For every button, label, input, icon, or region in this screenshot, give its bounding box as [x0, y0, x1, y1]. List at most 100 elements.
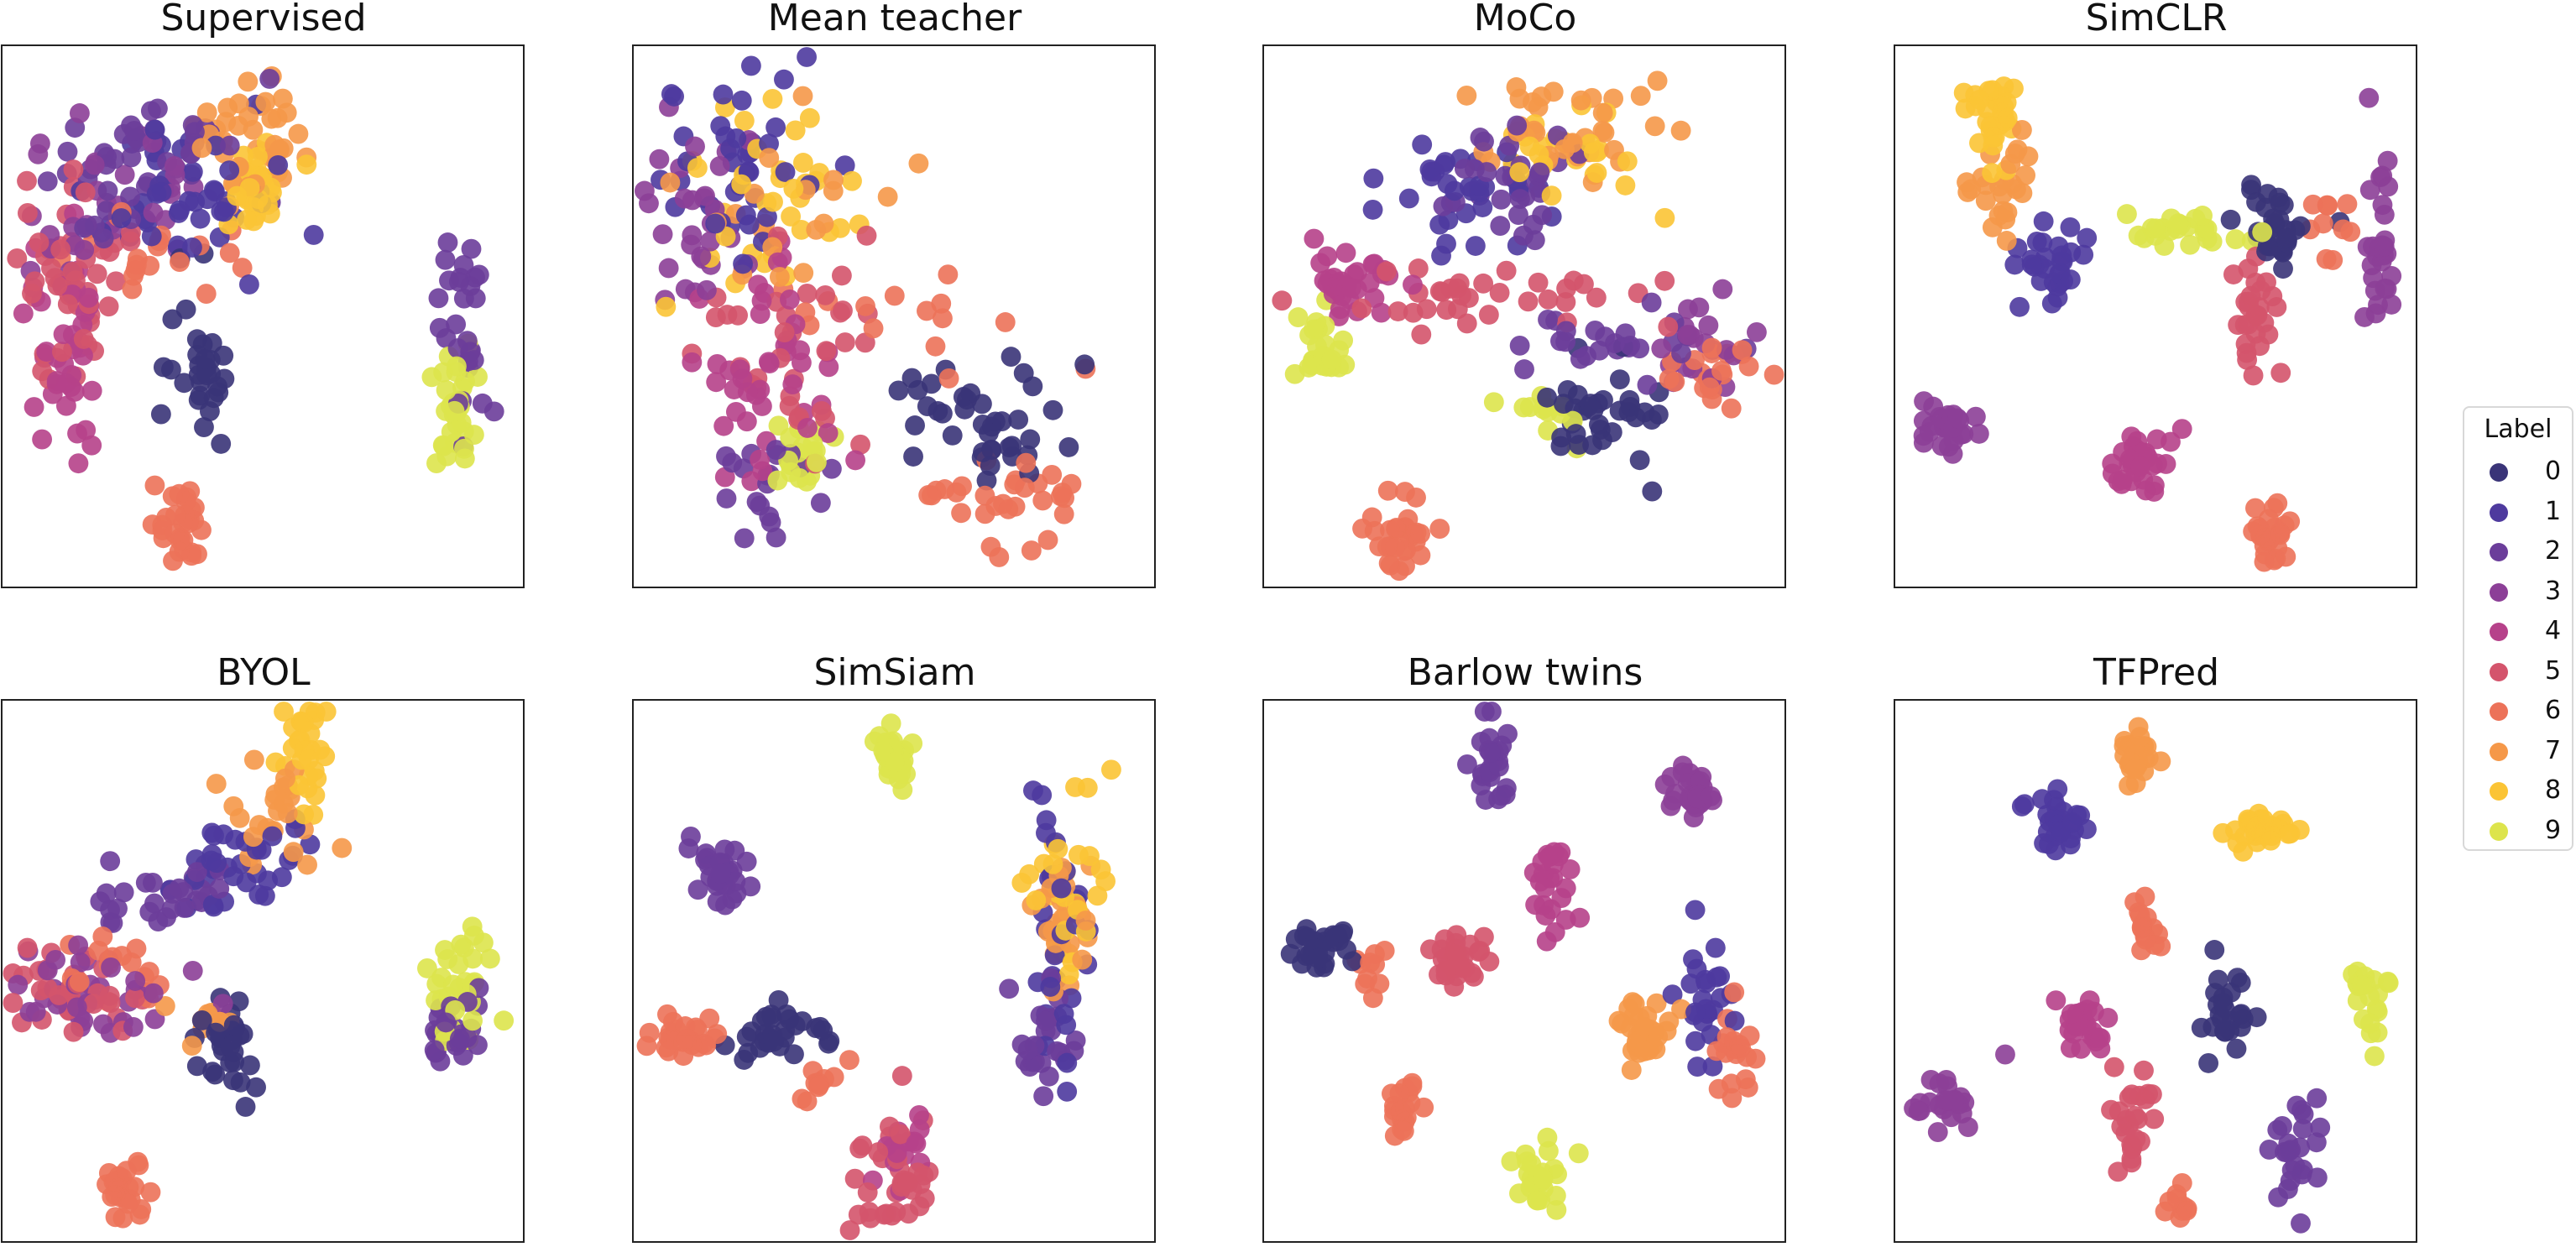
scatter-plot: [1904, 717, 2399, 1234]
scatter-point: [271, 867, 292, 888]
scatter-point: [1982, 163, 2003, 184]
scatter-point: [213, 201, 234, 222]
scatter-point: [713, 84, 734, 105]
scatter-point: [1555, 321, 1576, 342]
scatter-point: [53, 324, 74, 345]
scatter-point: [868, 1142, 889, 1163]
scatter-point: [2317, 195, 2338, 216]
scatter-point: [140, 101, 161, 122]
scatter-point: [1913, 425, 1934, 446]
legend-label: 4: [2545, 616, 2562, 645]
scatter-point: [188, 389, 209, 410]
scatter-point: [1947, 408, 1968, 429]
scatter-point: [2168, 213, 2189, 234]
scatter-point: [197, 189, 218, 210]
scatter-point: [1436, 300, 1457, 321]
scatter-point: [182, 161, 203, 182]
scatter-point: [1549, 846, 1569, 867]
scatter-point: [2090, 1028, 2111, 1049]
scatter-point: [806, 1018, 826, 1038]
scatter-point: [1615, 175, 1636, 196]
scatter-point: [2046, 990, 2067, 1011]
scatter-point: [774, 322, 795, 342]
scatter-point: [855, 295, 875, 316]
scatter-point: [277, 803, 298, 824]
scatter-point: [1518, 291, 1539, 312]
scatter-point: [165, 504, 185, 525]
scatter-point: [1362, 988, 1383, 1009]
scatter-point: [143, 983, 164, 1004]
scatter-point: [740, 55, 761, 76]
scatter-point: [124, 121, 144, 141]
scatter-point: [884, 285, 905, 306]
scatter-point: [1629, 450, 1650, 471]
scatter-point: [316, 702, 337, 722]
scatter-point: [1307, 336, 1327, 357]
scatter-point: [238, 107, 259, 127]
scatter-point: [1310, 253, 1331, 274]
scatter-point: [1014, 477, 1035, 498]
scatter-point: [1052, 483, 1073, 503]
scatter-point: [17, 170, 37, 191]
scatter-point: [7, 248, 28, 269]
legend-marker: [2490, 623, 2508, 641]
scatter-point: [1554, 138, 1575, 159]
scatter-point: [710, 116, 731, 137]
scatter-point: [1538, 289, 1559, 310]
scatter-point: [1284, 363, 1305, 384]
scatter-point: [1398, 188, 1419, 209]
scatter-point: [165, 523, 185, 544]
scatter-point: [759, 148, 780, 169]
scatter-point: [884, 752, 905, 773]
scatter-point: [2144, 1109, 2165, 1130]
scatter-point: [917, 396, 938, 417]
scatter-point: [1016, 452, 1037, 473]
scatter-point: [2278, 823, 2299, 844]
scatter-point: [681, 827, 701, 847]
legend-label: 3: [2545, 576, 2562, 606]
scatter-point: [1574, 274, 1594, 295]
scatter-point: [2060, 217, 2081, 237]
scatter-point: [1447, 949, 1468, 970]
scatter-point: [1288, 307, 1309, 328]
scatter-point: [657, 1004, 677, 1025]
scatter-point: [219, 135, 240, 156]
scatter-point: [1604, 139, 1624, 160]
scatter-point: [2180, 234, 2201, 255]
scatter-point: [1969, 89, 1990, 110]
scatter-point: [32, 429, 53, 450]
scatter-point: [2351, 975, 2372, 995]
scatter-point: [67, 423, 87, 444]
legend-item: 2: [2481, 536, 2573, 566]
scatter-point: [834, 155, 855, 176]
scatter-point: [2114, 745, 2134, 766]
scatter-point: [2051, 245, 2072, 266]
scatter-point: [446, 356, 467, 377]
scatter-point: [181, 545, 202, 566]
scatter-plot: [1272, 70, 1784, 582]
scatter-point: [1683, 807, 1704, 828]
scatter-point: [908, 153, 929, 174]
scatter-point: [169, 878, 190, 899]
scatter-point: [682, 352, 703, 373]
scatter-point: [135, 872, 156, 893]
scatter-point: [2204, 940, 2225, 960]
legend-title: Label: [2484, 415, 2552, 444]
scatter-point: [194, 417, 214, 437]
scatter-point: [50, 239, 71, 260]
scatter-point: [29, 232, 50, 253]
scatter-point: [1995, 1044, 2015, 1065]
scatter-point: [1555, 910, 1576, 930]
scatter-point: [1456, 85, 1477, 106]
scatter-point: [154, 996, 175, 1016]
scatter-point: [1436, 233, 1456, 254]
scatter-point: [700, 231, 721, 252]
scatter-point: [468, 264, 489, 285]
scatter-point: [757, 206, 777, 227]
scatter-point: [123, 1016, 144, 1037]
scatter-point: [2377, 971, 2398, 992]
scatter-point: [1538, 1140, 1559, 1161]
scatter-point: [213, 345, 234, 366]
scatter-point: [823, 170, 844, 190]
scatter-point: [1351, 298, 1372, 319]
